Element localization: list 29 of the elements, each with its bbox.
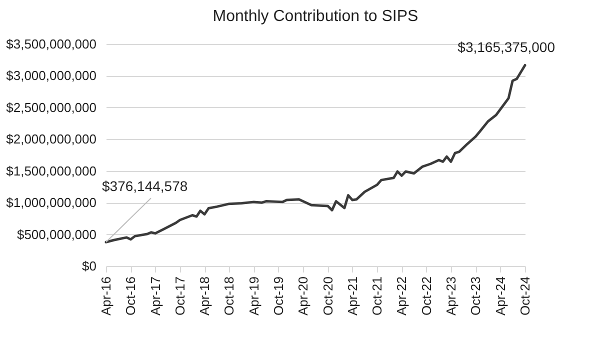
y-tick-label: $2,500,000,000 xyxy=(6,100,96,115)
x-tick-label: Apr-19 xyxy=(246,276,262,316)
x-tick-label: Apr-22 xyxy=(394,276,410,316)
x-tick-label: Oct-17 xyxy=(172,276,188,316)
x-tick-label: Apr-17 xyxy=(148,276,163,316)
chart-title: Monthly Contribution to SIPS xyxy=(212,8,418,25)
x-tick-label: Oct-23 xyxy=(468,276,484,316)
x-tick-label: Oct-21 xyxy=(370,276,385,316)
x-tick-label: Oct-20 xyxy=(320,276,336,316)
x-tick-label: Apr-18 xyxy=(197,276,212,316)
y-tick-label: $2,000,000,000 xyxy=(6,132,96,147)
y-tick-label: $1,000,000,000 xyxy=(6,195,96,210)
annotation: $3,165,375,000 xyxy=(458,39,556,56)
x-tick-label: Apr-16 xyxy=(98,276,114,316)
x-tick-label: Oct-19 xyxy=(270,276,286,316)
y-tick-label: $1,500,000,000 xyxy=(6,163,96,178)
y-tick-label: $3,500,000,000 xyxy=(6,36,96,52)
x-tick-label: Oct-22 xyxy=(418,276,434,316)
x-tick-label: Oct-18 xyxy=(222,276,237,316)
y-tick-label: $0 xyxy=(82,258,96,274)
x-tick-label: Oct-24 xyxy=(518,276,532,316)
x-tick-label: Oct-16 xyxy=(123,276,138,316)
x-tick-label: Apr-24 xyxy=(492,276,508,316)
x-tick-label: Apr-21 xyxy=(344,276,360,316)
y-tick-label: $3,000,000,000 xyxy=(6,68,96,84)
y-tick-label: $500,000,000 xyxy=(16,226,96,242)
x-tick-label: Apr-23 xyxy=(443,276,458,316)
x-tick-label: Apr-20 xyxy=(296,276,311,316)
annotation: $376,144,578 xyxy=(102,178,188,194)
